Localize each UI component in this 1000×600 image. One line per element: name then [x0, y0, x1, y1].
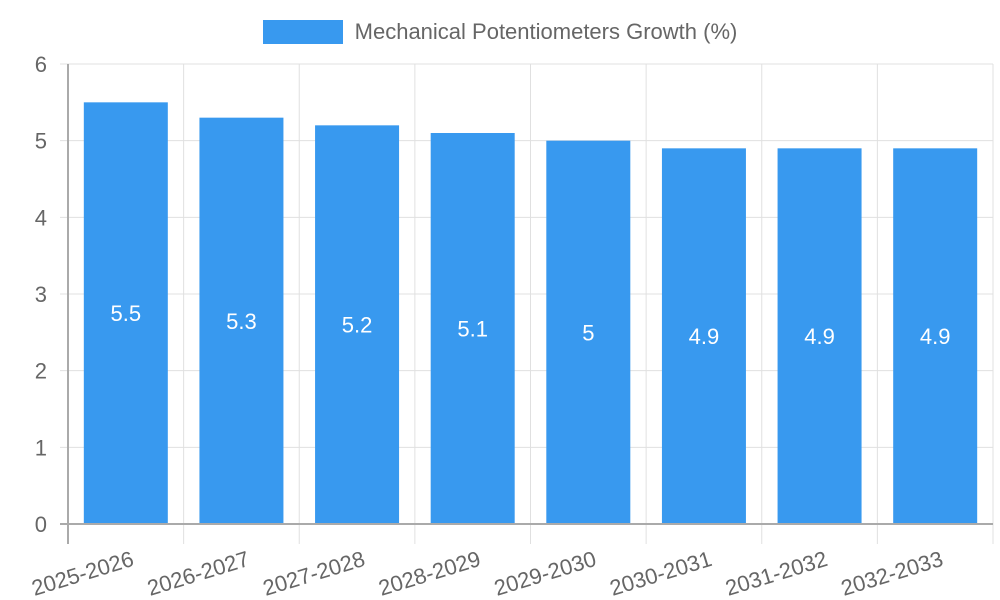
x-tick-label: 2028-2029 — [375, 546, 483, 600]
data-label: 4.9 — [920, 324, 951, 349]
x-tick-label: 2032-2033 — [838, 546, 946, 600]
y-tick-label: 4 — [35, 205, 47, 230]
bar[interactable] — [661, 148, 746, 525]
bar[interactable] — [546, 140, 631, 524]
x-axis-ticks: 2025-2026 2026-2027 2027-2028 2028-2029 2029… — [29, 546, 946, 600]
x-tick-label: 2029-2030 — [491, 546, 599, 600]
y-tick-label: 6 — [35, 52, 47, 77]
x-tick-label: 2027-2028 — [260, 546, 368, 600]
chart-legend[interactable]: Mechanical Potentiometers Growth (%) — [0, 19, 1000, 45]
y-tick-label: 0 — [35, 512, 47, 537]
legend-label: Mechanical Potentiometers Growth (%) — [354, 19, 738, 44]
y-tick-label: 2 — [35, 359, 47, 384]
y-tick-label: 3 — [35, 282, 47, 307]
data-label: 5 — [582, 320, 594, 345]
data-label: 4.9 — [689, 324, 720, 349]
x-tick-label: 2025-2026 — [29, 546, 137, 600]
y-axis-ticks: 0 1 2 3 4 5 6 — [35, 52, 47, 537]
bar[interactable] — [315, 125, 400, 524]
bar[interactable] — [893, 148, 978, 525]
data-label: 5.3 — [226, 309, 257, 334]
bar[interactable] — [83, 102, 168, 524]
bar[interactable] — [430, 133, 515, 524]
bars — [83, 102, 978, 525]
y-tick-label: 5 — [35, 129, 47, 154]
bar[interactable] — [777, 148, 862, 525]
x-tick-label: 2030-2031 — [607, 546, 715, 600]
axes — [60, 64, 993, 544]
bar[interactable] — [199, 117, 284, 525]
legend-swatch — [262, 20, 343, 44]
data-label: 4.9 — [804, 324, 835, 349]
y-tick-label: 1 — [35, 435, 47, 460]
data-label: 5.1 — [457, 317, 488, 342]
data-label: 5.5 — [111, 301, 142, 326]
x-tick-label: 2026-2027 — [144, 546, 252, 600]
data-label: 5.2 — [342, 313, 373, 338]
x-tick-label: 2031-2032 — [722, 546, 830, 600]
data-labels: 5.5 5.3 5.2 5.1 5 4.9 4.9 4.9 — [111, 301, 951, 349]
